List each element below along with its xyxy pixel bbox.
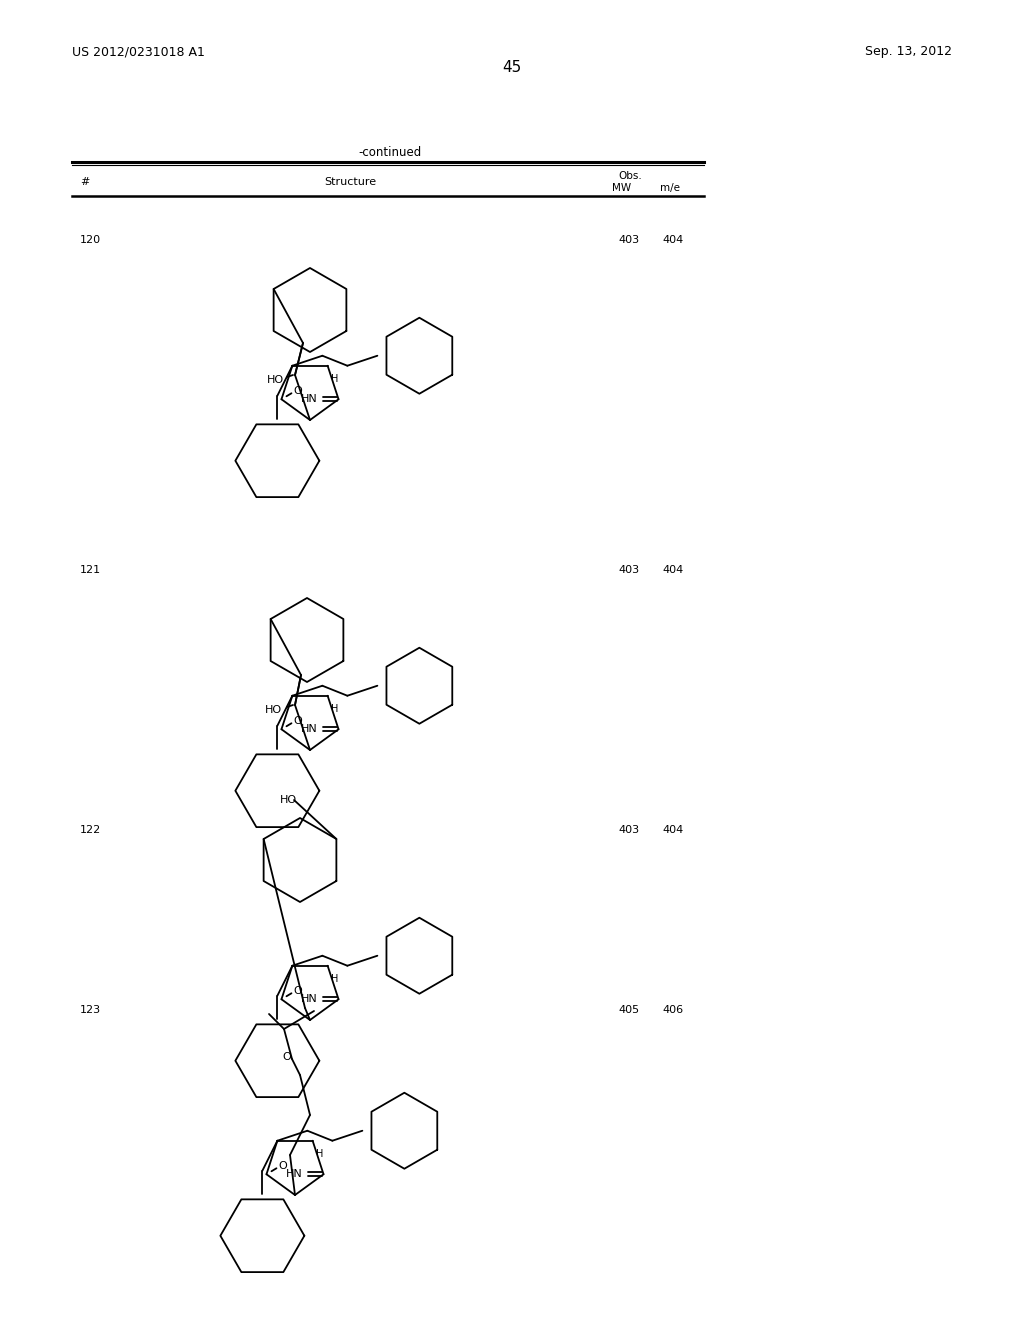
Text: 123: 123: [80, 1005, 101, 1015]
Text: HO: HO: [267, 375, 284, 385]
Text: 120: 120: [80, 235, 101, 246]
Text: HO: HO: [265, 705, 283, 715]
Text: 406: 406: [662, 1005, 683, 1015]
Text: HN: HN: [300, 725, 317, 734]
Text: m/e: m/e: [660, 183, 680, 193]
Text: O: O: [294, 717, 302, 726]
Text: US 2012/0231018 A1: US 2012/0231018 A1: [72, 45, 205, 58]
Text: 404: 404: [662, 825, 683, 836]
Text: 121: 121: [80, 565, 101, 576]
Text: #: #: [80, 177, 89, 187]
Text: Obs.: Obs.: [618, 172, 642, 181]
Text: 404: 404: [662, 235, 683, 246]
Text: HN: HN: [300, 395, 317, 404]
Text: H: H: [315, 1148, 323, 1159]
Text: MW: MW: [612, 183, 631, 193]
Text: O: O: [294, 387, 302, 396]
Text: 403: 403: [618, 565, 639, 576]
Text: O: O: [279, 1162, 287, 1171]
Text: H: H: [331, 374, 338, 384]
Text: O: O: [294, 986, 302, 997]
Text: Sep. 13, 2012: Sep. 13, 2012: [865, 45, 952, 58]
Text: 404: 404: [662, 565, 683, 576]
Text: HN: HN: [286, 1170, 302, 1179]
Text: HN: HN: [300, 994, 317, 1005]
Text: -continued: -continued: [358, 145, 422, 158]
Text: H: H: [331, 974, 338, 983]
Text: 122: 122: [80, 825, 101, 836]
Text: H: H: [331, 704, 338, 714]
Text: 403: 403: [618, 825, 639, 836]
Text: O: O: [282, 1052, 291, 1063]
Text: Structure: Structure: [324, 177, 376, 187]
Text: 45: 45: [503, 61, 521, 75]
Text: 403: 403: [618, 235, 639, 246]
Text: HO: HO: [280, 795, 297, 805]
Text: 405: 405: [618, 1005, 639, 1015]
